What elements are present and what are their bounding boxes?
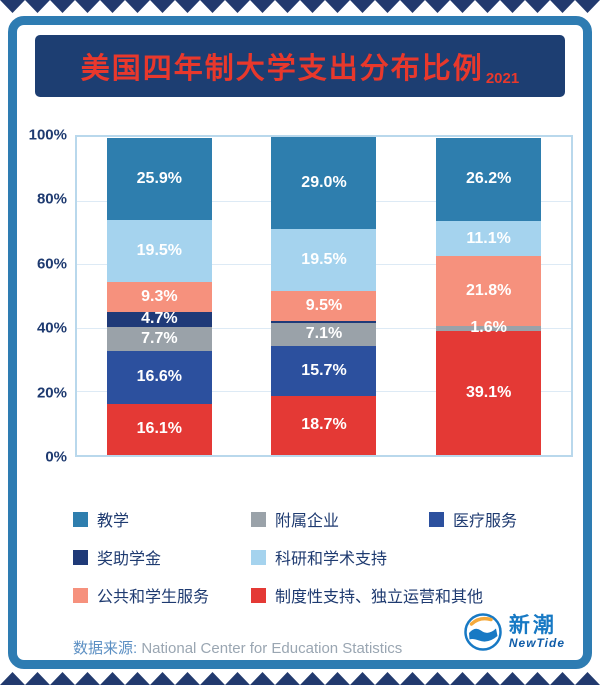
- segment-label: 19.5%: [136, 242, 183, 260]
- bar-segment: [271, 321, 377, 324]
- bar-segment: 1.6%: [436, 319, 542, 336]
- bar-segment: 19.5%: [106, 220, 212, 283]
- segment-label: 9.3%: [141, 287, 178, 305]
- legend-row: 教学 附属企业 医疗服务: [73, 507, 583, 531]
- y-axis-tick-label: 0%: [45, 448, 67, 466]
- bar-segment: 25.9%: [106, 137, 212, 221]
- stacked-bar: 18.7% 15.7% 7.1% 9.5% 19.5% 29.0%: [271, 137, 377, 455]
- card-frame: 美国四年制大学支出分布比例 2021 100% 80% 60% 40% 20% 0% 16…: [8, 16, 592, 669]
- source-text: National Center for Education Statistics: [141, 640, 403, 657]
- segment-label: 19.5%: [301, 251, 347, 269]
- title-year: 2021: [485, 70, 520, 87]
- segment-label: 25.9%: [136, 169, 183, 187]
- legend-swatch: [251, 511, 266, 527]
- stacked-bar: 16.1% 16.6% 7.7% 4.7% 9.3% 19.5% 25.9%: [106, 137, 212, 455]
- y-axis: 100% 80% 60% 40% 20% 0%: [17, 127, 75, 466]
- segment-label: 29.0%: [301, 174, 347, 192]
- legend-label: 教学: [97, 513, 130, 530]
- segment-label: 7.7%: [141, 329, 178, 347]
- y-axis-tick-label: 60%: [36, 255, 67, 273]
- segment-label: 16.1%: [136, 420, 183, 438]
- chart: 100% 80% 60% 40% 20% 0% 16.1% 16.6% 7.7% 4.7% 9.3…: [17, 127, 573, 466]
- stamp-edge-bottom: [0, 672, 600, 685]
- legend-swatch: [73, 587, 88, 603]
- bar-segment: 9.3%: [106, 282, 212, 312]
- bar-segment: 9.5%: [271, 291, 377, 322]
- legend-swatch: [429, 511, 444, 527]
- segment-label: 7.1%: [305, 325, 343, 343]
- segment-label: 21.8%: [465, 281, 512, 299]
- y-axis-tick-label: 80%: [36, 190, 67, 208]
- legend-swatch: [251, 549, 266, 565]
- segment-label: 11.1%: [466, 229, 511, 247]
- legend-item: 教学: [73, 507, 251, 531]
- segment-label: 15.7%: [301, 361, 347, 379]
- legend-label: 奖助学金: [97, 551, 162, 568]
- legend-item: 医疗服务: [429, 507, 583, 531]
- segment-label: 26.2%: [465, 170, 512, 188]
- legend-swatch: [251, 587, 266, 603]
- newtide-logo-icon: [464, 613, 502, 651]
- page-title: 美国四年制大学支出分布比例: [80, 53, 484, 85]
- stacked-bar: 39.1% 1.6% 21.8% 11.1% 26.2%: [436, 137, 542, 455]
- legend-row: 奖助学金 科研和学术支持: [73, 545, 583, 569]
- legend-swatch: [73, 511, 88, 527]
- logo-text: 新潮 NewTide: [508, 613, 565, 650]
- legend-label: 医疗服务: [453, 513, 518, 530]
- bar-segment: 16.1%: [106, 403, 212, 455]
- segment-label: 16.6%: [136, 368, 183, 386]
- segment-label: 18.7%: [301, 416, 347, 434]
- legend-label: 科研和学术支持: [275, 551, 388, 568]
- logo-name-cn: 新潮: [508, 613, 557, 637]
- bar-segment: 18.7%: [271, 395, 377, 455]
- bar-segment: 11.1%: [436, 220, 542, 257]
- y-axis-tick-label: 20%: [36, 384, 67, 402]
- segment-label: 9.5%: [305, 297, 343, 315]
- bar-segment: 26.2%: [436, 137, 542, 221]
- bar-segment: 7.1%: [271, 323, 377, 346]
- legend-item: 科研和学术支持: [251, 545, 429, 569]
- bar-segment: 4.7%: [106, 310, 212, 328]
- legend-label: 公共和学生服务: [97, 589, 210, 606]
- segment-label: 39.1%: [465, 383, 512, 401]
- y-axis-tick-label: 100%: [28, 126, 67, 144]
- y-axis-tick-label: 40%: [36, 319, 67, 337]
- legend: 教学 附属企业 医疗服务奖助学金 科研和学术支持公共和学生服务 制度性支持、独立运营和其…: [73, 507, 583, 607]
- legend-swatch: [73, 549, 88, 565]
- stamp-edge-top: [0, 0, 600, 13]
- legend-item: 公共和学生服务: [73, 583, 251, 607]
- bar-segment: 15.7%: [271, 345, 377, 396]
- source-label: 数据来源:: [73, 640, 138, 657]
- newtide-logo: 新潮 NewTide: [463, 612, 565, 652]
- legend-item: 制度性支持、独立运营和其他: [251, 583, 493, 607]
- bar-segment: 16.6%: [106, 351, 212, 404]
- legend-item: 奖助学金: [73, 545, 251, 569]
- bar-segment: 19.5%: [271, 229, 377, 292]
- segment-label: 4.7%: [141, 310, 178, 328]
- legend-label: 制度性支持、独立运营和其他: [275, 589, 484, 606]
- source-line: 数据来源: National Center for Education Stat…: [73, 637, 583, 658]
- bar-segment: 29.0%: [271, 137, 377, 230]
- segment-label: 1.6%: [470, 319, 507, 337]
- plot-area: 16.1% 16.6% 7.7% 4.7% 9.3% 19.5% 25.9% 18.7% 15.…: [75, 135, 573, 457]
- title-banner: 美国四年制大学支出分布比例 2021: [35, 35, 565, 97]
- bars: 16.1% 16.6% 7.7% 4.7% 9.3% 19.5% 25.9% 18.7% 15.…: [77, 137, 571, 455]
- legend-row: 公共和学生服务 制度性支持、独立运营和其他: [73, 583, 583, 607]
- legend-label: 附属企业: [275, 513, 340, 530]
- bar-segment: 7.7%: [106, 326, 212, 352]
- legend-item: 附属企业: [251, 507, 429, 531]
- bar-segment: 21.8%: [436, 256, 542, 326]
- bar-segment: 39.1%: [436, 330, 542, 455]
- logo-name-en: NewTide: [508, 635, 565, 650]
